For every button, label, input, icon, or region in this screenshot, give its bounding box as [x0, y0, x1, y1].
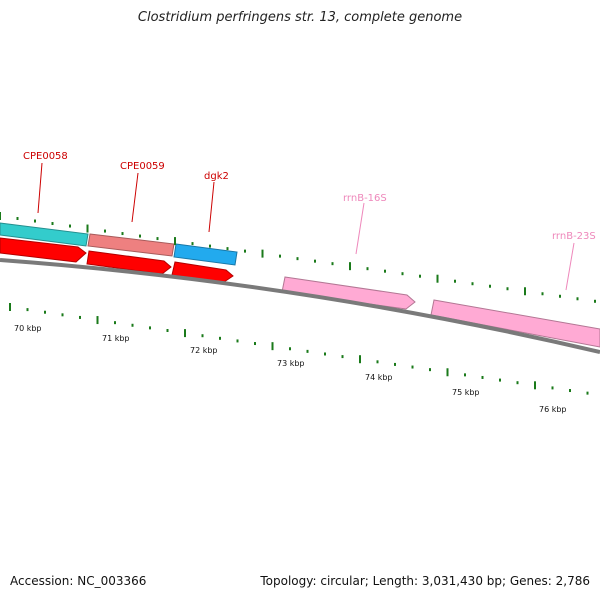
scale-label-71: 71 kbp: [102, 334, 130, 343]
lower-tick-row: [9, 303, 589, 395]
label-CPE0059[interactable]: CPE0059: [120, 161, 165, 172]
label-rrnB-16S[interactable]: rrnB-16S: [343, 193, 387, 204]
scale-label-74: 74 kbp: [365, 373, 393, 382]
scale-label-75: 75 kbp: [452, 388, 480, 397]
gene-CPE0059[interactable]: [87, 233, 175, 257]
leader-rrnB-16S: [355, 202, 365, 255]
gene-dgk2[interactable]: [173, 243, 238, 266]
label-CPE0058[interactable]: CPE0058: [23, 151, 68, 162]
scale-label-72: 72 kbp: [190, 346, 218, 355]
genome-title: Clostridium perfringens str. 13, complet…: [137, 10, 463, 25]
summary-text: Topology: circular; Length: 3,031,430 bp…: [260, 574, 590, 588]
scale-label-76: 76 kbp: [539, 405, 567, 414]
accession-text: Accession: NC_003366: [10, 574, 147, 588]
gene-rrnB-23S[interactable]: [430, 299, 600, 348]
leader-CPE0059: [131, 172, 139, 223]
tick-marks: [0, 212, 596, 395]
gene-red1[interactable]: [0, 237, 87, 263]
leader-CPE0058: [37, 162, 43, 214]
gene-label-leaders: [37, 162, 575, 291]
genome-backbone: [0, 258, 600, 354]
scale-labels: 70 kbp 71 kbp 72 kbp 73 kbp 74 kbp 75 kb…: [14, 324, 567, 414]
upper-tick-row: [0, 212, 596, 303]
gene-red2[interactable]: [86, 250, 172, 275]
scale-label-73: 73 kbp: [277, 359, 305, 368]
gene-features: [0, 222, 600, 348]
label-rrnB-23S[interactable]: rrnB-23S: [552, 231, 596, 242]
scale-label-70: 70 kbp: [14, 324, 42, 333]
gene-CPE0058[interactable]: [0, 222, 89, 247]
leader-rrnB-23S: [565, 242, 575, 291]
gene-labels: CPE0058 CPE0059 dgk2 rrnB-16S rrnB-23S: [23, 151, 596, 242]
leader-dgk2: [208, 181, 215, 233]
label-dgk2[interactable]: dgk2: [204, 171, 229, 182]
